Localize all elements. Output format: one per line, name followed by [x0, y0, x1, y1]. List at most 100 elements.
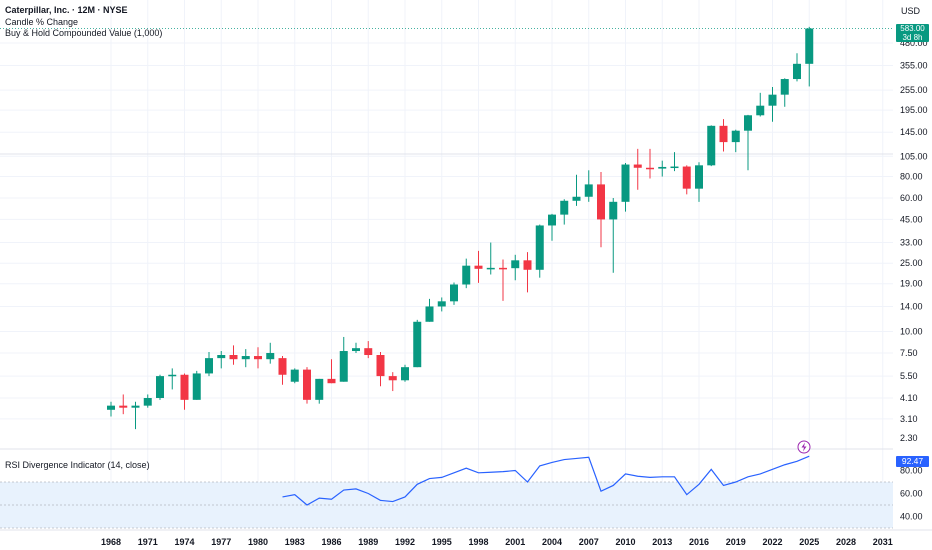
candle-body-1999	[486, 267, 495, 270]
indicator-buy-hold[interactable]: Buy & Hold Compounded Value (1,000)	[5, 28, 163, 38]
candle-body-1979	[241, 356, 250, 360]
candle-body-2019	[731, 130, 740, 143]
time-tick-label: 2025	[799, 537, 819, 547]
candle-body-1974	[180, 374, 189, 400]
time-tick-label: 1977	[211, 537, 231, 547]
candle-body-1985	[315, 378, 324, 400]
rsi-legend[interactable]: RSI Divergence Indicator (14, close)	[5, 460, 150, 470]
candle-body-2012	[646, 167, 654, 170]
time-tick-label: 2007	[579, 537, 599, 547]
candle-body-1981	[266, 352, 275, 360]
candle-body-2003	[535, 225, 544, 270]
candle-body-1998	[474, 265, 483, 269]
time-tick-label: 2031	[873, 537, 893, 547]
price-tick-label: 7.50	[900, 348, 918, 358]
price-tick-label: 255.00	[900, 85, 928, 95]
candle-body-1990	[376, 355, 385, 377]
candle-body-2000	[499, 267, 507, 270]
time-tick-label: 2004	[542, 537, 562, 547]
price-axis[interactable]: 3.10 4.10 5.50 7.50 10.00 14.00 19.00 25.00 33.0…	[900, 38, 928, 443]
candle-body-1997	[462, 265, 471, 285]
time-tick-label: 2016	[689, 537, 709, 547]
candle-body-1982	[278, 358, 287, 375]
candle-body-1971	[143, 398, 152, 406]
candle-body-1976	[205, 358, 213, 374]
rsi-tick-label: 60.00	[900, 489, 923, 499]
price-tick-label: 25.00	[900, 258, 923, 268]
candlestick-series	[107, 26, 814, 430]
price-tick-label: 14.00	[900, 301, 923, 311]
price-tick-label: 45.00	[900, 214, 923, 224]
time-tick-label: 2010	[615, 537, 635, 547]
candle-body-2010	[621, 164, 630, 202]
candle-body-2004	[548, 214, 556, 226]
rsi-axis[interactable]: 40.00 60.00 80.00	[900, 466, 923, 522]
price-tick-label: 105.00	[900, 151, 928, 161]
currency-label[interactable]: USD	[900, 6, 920, 16]
candle-body-2009	[609, 201, 618, 220]
indicator-candle-pct[interactable]: Candle % Change	[5, 17, 79, 27]
candle-body-2001	[511, 260, 520, 269]
candle-body-1970	[131, 405, 140, 408]
candle-body-1987	[339, 351, 348, 382]
time-tick-label: 1980	[248, 537, 268, 547]
candle-body-2013	[658, 166, 667, 169]
time-tick-label: 2001	[505, 537, 525, 547]
candle-body-1975	[192, 373, 201, 400]
candle-body-2025	[805, 28, 814, 64]
candle-body-1973	[168, 374, 177, 377]
last-price-value: 583.00	[900, 24, 925, 33]
candle-body-2015	[682, 166, 691, 189]
candle-body-1983	[290, 369, 299, 382]
rsi-tick-label: 40.00	[900, 512, 923, 522]
price-tick-label: 145.00	[900, 127, 928, 137]
candle-body-1991	[388, 376, 397, 381]
candle-body-2021	[756, 105, 765, 116]
candle-body-1993	[413, 321, 422, 368]
candle-body-1969	[119, 405, 128, 408]
time-tick-label: 1983	[285, 537, 305, 547]
rsi-line	[282, 455, 810, 506]
rsi-level-lines	[0, 481, 893, 529]
candle-body-2020	[744, 115, 752, 131]
candle-body-1996	[450, 284, 458, 302]
candle-body-1984	[303, 369, 311, 400]
candle-body-1988	[352, 348, 360, 352]
time-tick-label: 1971	[138, 537, 158, 547]
time-tick-label: 1992	[395, 537, 415, 547]
candle-body-1995	[437, 301, 446, 307]
price-tick-label: 2.30	[900, 433, 918, 443]
candle-body-1968	[107, 405, 115, 410]
time-axis[interactable]: 1968 1971 1974 1977 1980 1983 1986 1989 1992 1995…	[0, 529, 932, 547]
time-tick-label: 1968	[101, 537, 121, 547]
candle-body-1978	[229, 355, 238, 360]
candle-body-1972	[156, 376, 164, 398]
price-tick-label: 195.00	[900, 105, 928, 115]
time-tick-label: 1998	[468, 537, 488, 547]
price-tick-label: 10.00	[900, 327, 923, 337]
rsi-last-value-badge: 92.47	[896, 456, 929, 467]
candle-body-2024	[793, 63, 801, 80]
candle-body-2007	[584, 184, 593, 197]
rsi-series	[282, 455, 810, 506]
time-tick-label: 1989	[358, 537, 378, 547]
chart-title[interactable]: Caterpillar, Inc. · 12M · NYSE	[5, 5, 128, 15]
price-tick-label: 4.10	[900, 393, 918, 403]
price-tick-label: 60.00	[900, 193, 923, 203]
candle-body-2002	[523, 260, 532, 270]
candle-body-2016	[695, 165, 703, 189]
time-tick-label: 1995	[432, 537, 452, 547]
bar-countdown: 3d 8h	[902, 33, 923, 42]
time-tick-label: 2028	[836, 537, 856, 547]
time-tick-label: 2022	[762, 537, 782, 547]
time-tick-label: 1986	[321, 537, 341, 547]
price-tick-label: 80.00	[900, 172, 923, 182]
time-tick-label: 2019	[726, 537, 746, 547]
flash-icon[interactable]	[797, 440, 811, 454]
candle-body-1994	[425, 306, 434, 322]
flash-icon-bolt	[801, 442, 807, 452]
candle-body-2023	[780, 79, 789, 95]
price-tick-label: 5.50	[900, 371, 918, 381]
candle-body-2017	[707, 125, 716, 166]
